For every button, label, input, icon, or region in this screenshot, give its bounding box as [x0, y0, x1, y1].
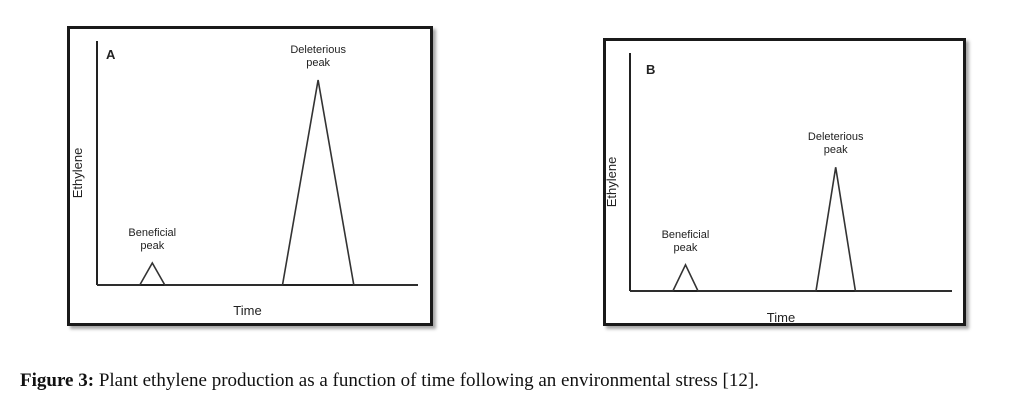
- chart-b-svg: BTimeEthyleneBeneficialpeakDeleteriouspe…: [606, 53, 952, 323]
- annotation-b-1-line-0: Deleterious: [808, 131, 864, 143]
- panel-label-b: B: [646, 62, 655, 77]
- annotation-a-0-line-1: peak: [140, 240, 164, 252]
- panel-label-a: A: [106, 47, 116, 62]
- y-axis-label-b: Ethylene: [606, 157, 619, 208]
- chart-a-svg: ATimeEthyleneBeneficialpeakDeleteriouspe…: [70, 41, 418, 318]
- x-axis-label-b: Time: [767, 310, 795, 323]
- x-axis-label-a: Time: [233, 303, 261, 318]
- y-axis-label-a: Ethylene: [70, 148, 85, 199]
- chart-panel-a: A Time Ethylene Beneficial peak Deleterious pe…: [67, 26, 433, 326]
- figure-caption-text: Plant ethylene production as a function …: [94, 370, 759, 391]
- figure-caption-label: Figure 3:: [20, 370, 95, 391]
- annotation-b-1-line-1: peak: [824, 144, 848, 156]
- figure-caption: Figure 3: Plant ethylene production as a…: [20, 370, 759, 392]
- annotation-a-1-line-1: peak: [306, 57, 330, 69]
- ethylene-line-a: [97, 79, 418, 286]
- ethylene-line-b: [630, 167, 952, 292]
- annotation-b-0-line-0: Beneficial: [662, 229, 710, 241]
- chart-panel-b: B Time Ethylene Beneficial peak Deleterious pe…: [603, 38, 966, 326]
- annotation-a-1-line-0: Deleterious: [290, 44, 346, 56]
- annotation-b-0-line-1: peak: [674, 242, 698, 254]
- annotation-a-0-line-0: Beneficial: [128, 227, 176, 239]
